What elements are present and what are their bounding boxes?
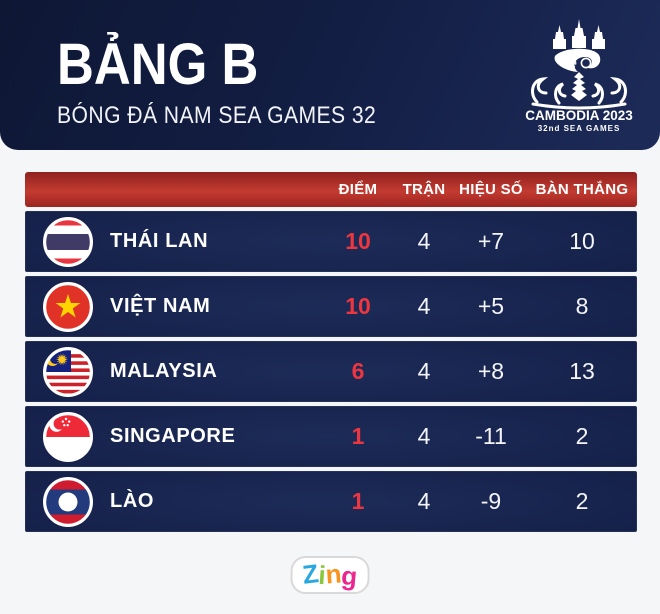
col-header-points: ĐIỂM xyxy=(338,181,378,198)
goaldiff-value: -11 xyxy=(475,423,507,449)
singapore-flag-icon xyxy=(43,411,93,462)
goaldiff-value: +7 xyxy=(477,228,505,254)
col-header-goals: BÀN THẮNG xyxy=(535,181,629,198)
tournament-subtitle: BÓNG ĐÁ NAM SEA GAMES 32 xyxy=(57,102,377,129)
standings-table: ĐIỂM TRẬN HIỆU SỐ BÀN THẮNG THÁI LAN 10 … xyxy=(25,172,637,532)
laos-flag-icon xyxy=(43,476,93,527)
table-header-row: ĐIỂM TRẬN HIỆU SỐ BÀN THẮNG xyxy=(25,172,637,207)
table-row-singapore: SINGAPORE 1 4 -11 2 xyxy=(25,406,637,467)
goaldiff-value: +8 xyxy=(477,358,505,384)
table-row-malaysia: MALAYSIA 6 4 +8 13 xyxy=(25,341,637,402)
team-name: THÁI LAN xyxy=(110,230,209,252)
header-title-block: BẢNG B BÓNG ĐÁ NAM SEA GAMES 32 xyxy=(57,36,420,130)
team-name: SINGAPORE xyxy=(110,425,236,447)
zing-letter-g: g xyxy=(340,560,359,592)
played-value: 4 xyxy=(417,358,431,384)
vietnam-flag-icon xyxy=(43,281,93,332)
swirl-wave xyxy=(554,48,601,72)
angkor-towers xyxy=(553,19,605,49)
team-name: VIỆT NAM xyxy=(110,295,211,317)
table-row-laos: LÀO 1 4 -9 2 xyxy=(25,471,637,532)
goals-value: 2 xyxy=(575,488,589,514)
table-row-thailand: THÁI LAN 10 4 +7 10 xyxy=(25,211,637,272)
played-value: 4 xyxy=(417,293,431,319)
logo-edition: 32nd SEA GAMES xyxy=(538,124,621,133)
points-value: 6 xyxy=(351,358,365,384)
goals-value: 8 xyxy=(575,293,589,319)
points-value: 10 xyxy=(345,228,371,254)
malaysia-flag-icon xyxy=(43,346,93,397)
braided-mast xyxy=(571,72,587,101)
thailand-flag-icon xyxy=(43,216,93,267)
goals-value: 10 xyxy=(569,228,595,254)
zing-logo: Z i n g xyxy=(290,556,370,594)
header-banner: BẢNG B BÓNG ĐÁ NAM SEA GAMES 32 xyxy=(0,0,660,150)
col-header-goaldiff: HIỆU SỐ xyxy=(459,181,523,198)
points-value: 1 xyxy=(351,423,365,449)
goals-value: 2 xyxy=(575,423,589,449)
seagames-2023-logo-icon: CAMBODIA 2023 32nd SEA GAMES xyxy=(516,16,642,138)
team-name: LÀO xyxy=(110,490,155,512)
group-title: BẢNG B xyxy=(57,32,259,97)
points-value: 10 xyxy=(345,293,371,319)
points-value: 1 xyxy=(351,488,365,514)
team-name: MALAYSIA xyxy=(110,360,218,382)
goals-value: 13 xyxy=(569,358,595,384)
col-header-played: TRẬN xyxy=(402,181,446,198)
naga-boat xyxy=(530,77,628,110)
played-value: 4 xyxy=(417,228,431,254)
table-row-vietnam: VIỆT NAM 10 4 +5 8 xyxy=(25,276,637,337)
played-value: 4 xyxy=(417,488,431,514)
goaldiff-value: -9 xyxy=(480,488,502,514)
played-value: 4 xyxy=(417,423,431,449)
goaldiff-value: +5 xyxy=(477,293,505,319)
logo-country-year: CAMBODIA 2023 xyxy=(525,108,633,123)
